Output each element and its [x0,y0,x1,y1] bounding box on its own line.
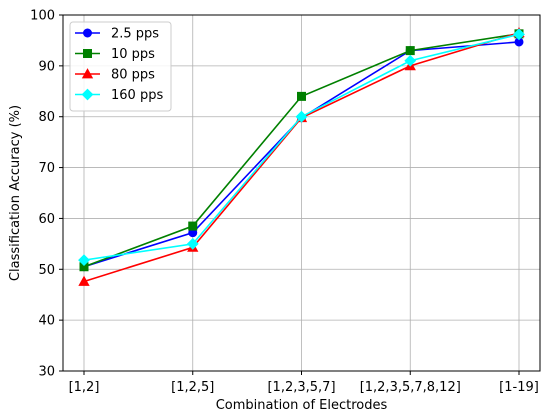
ticks: [1,2] [1,2,5] [1,2,3,5,7] [1,2,3,5,7,8,12] [… [30,9,539,396]
legend-item: 2.5 pps [75,27,159,42]
y-tick-label: 90 [38,59,55,74]
legend-marker [83,28,92,38]
legend-label: 2.5 pps [111,27,159,42]
series-3 [78,28,525,267]
legend-label: 10 pps [111,47,155,62]
legend-label: 160 pps [111,88,163,103]
y-tick-label: 70 [38,161,55,176]
legend-marker [81,88,94,101]
series-group [78,26,525,286]
data-point [188,221,198,231]
legend-marker [83,49,92,58]
data-point [78,275,90,286]
y-tick-label: 30 [38,365,55,380]
data-point [297,91,306,101]
data-point [78,254,90,267]
data-point [513,28,525,41]
y-tick-label: 60 [38,212,55,227]
legend: 2.5 pps 10 pps 80 pps 160 pps [69,21,172,112]
legend-item: 80 pps [75,68,155,83]
data-point [404,54,417,67]
legend-item: 10 pps [75,47,155,62]
x-tick-label: [1,2,3,5,7,8,12] [360,380,461,395]
x-tick-label: [1,2,3,5,7] [267,380,335,395]
y-tick-label: 80 [38,110,55,125]
x-tick-label: [1,2,5] [171,380,214,395]
x-tick-label: [1,2] [69,380,100,395]
legend-label: 80 pps [111,68,155,83]
x-axis-label: Combination of Electrodes [216,398,388,413]
legend-marker [81,68,94,79]
data-point [295,110,308,123]
y-tick-label: 40 [38,314,55,329]
y-axis-label: Classification Accuracy (%) [8,105,23,281]
y-tick-label: 100 [30,9,55,24]
legend-box [69,21,172,112]
y-tick-label: 50 [38,263,55,278]
legend-item: 160 pps [75,88,163,103]
data-point [405,46,415,56]
x-tick-label: [1-19] [499,380,539,395]
data-point [186,237,199,250]
